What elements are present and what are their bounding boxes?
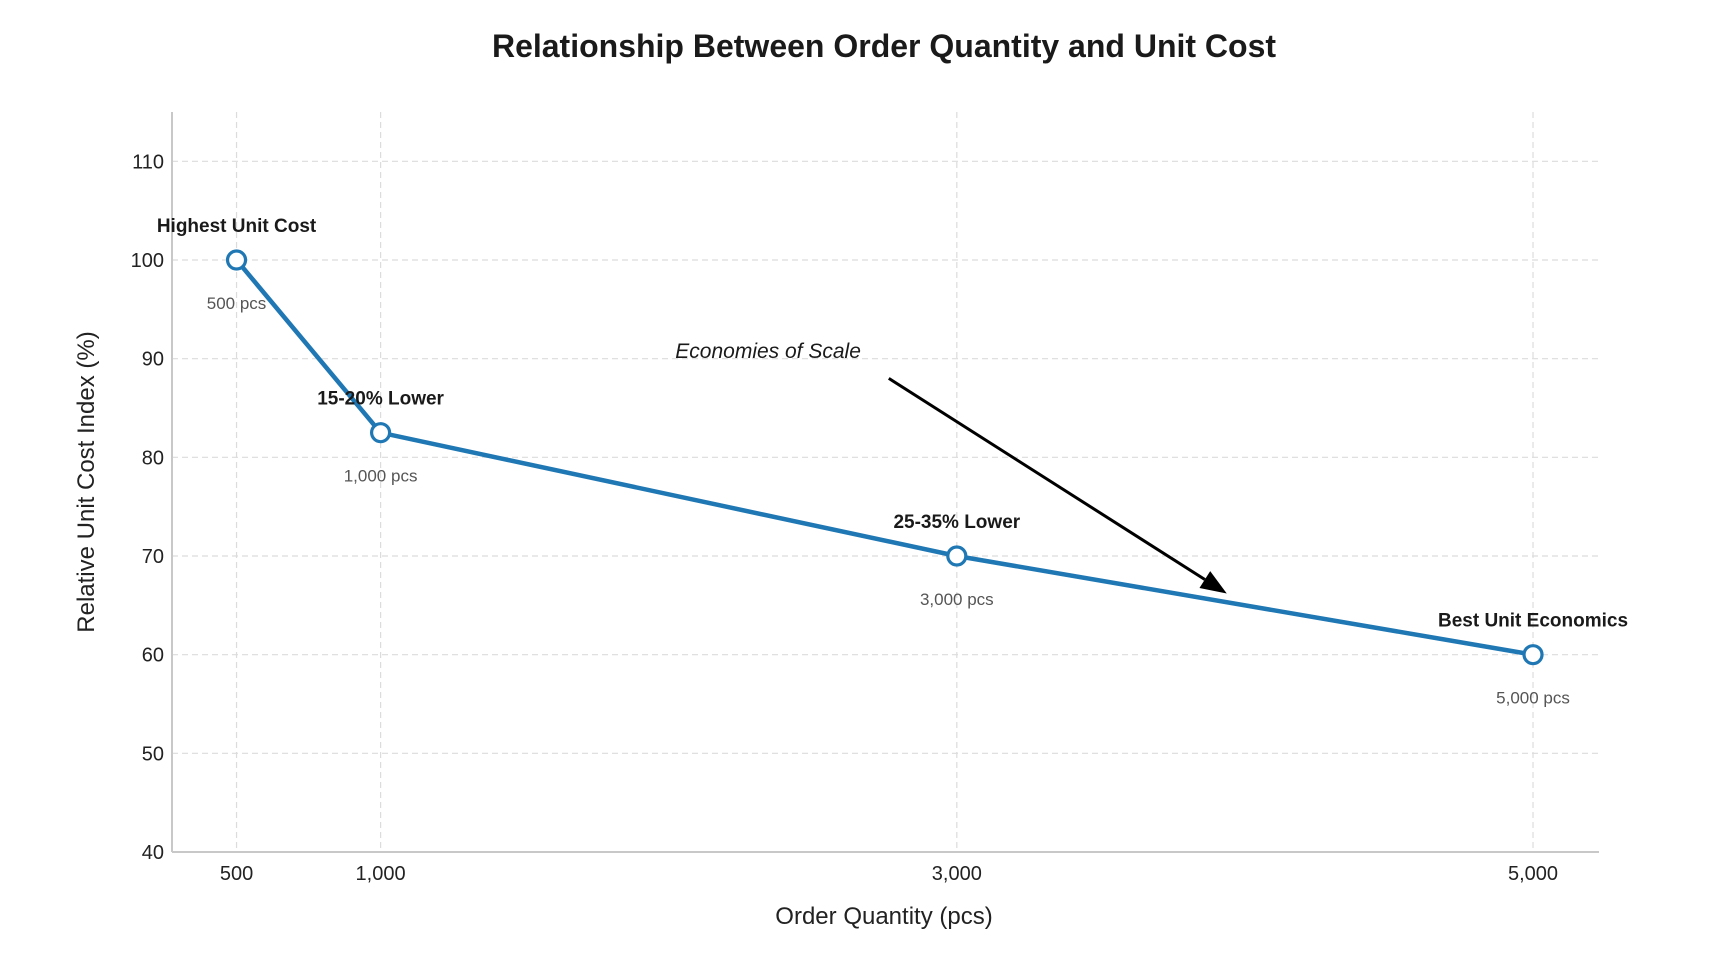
x-axis-label: Order Quantity (pcs) — [775, 903, 992, 930]
y-tick-label: 110 — [132, 151, 164, 173]
y-tick-label: 80 — [142, 447, 164, 469]
y-tick-label: 70 — [142, 546, 164, 568]
annotation-text: Economies of Scale — [675, 340, 861, 363]
y-tick-label: 40 — [142, 842, 164, 864]
point-quantity-label: 3,000 pcs — [920, 590, 994, 609]
point-quantity-label: 500 pcs — [207, 294, 267, 313]
y-tick-label: 50 — [142, 743, 164, 765]
grid — [172, 112, 1599, 852]
y-tick-label: 90 — [142, 349, 164, 371]
data-point — [225, 249, 248, 271]
x-tick-label: 500 — [220, 863, 253, 885]
data-point — [369, 422, 392, 444]
chart-title: Relationship Between Order Quantity and … — [492, 28, 1276, 64]
arrow-head — [1199, 571, 1227, 594]
series-line — [234, 258, 1534, 657]
ticks: 40 50 60 70 80 90 100 110 500 1,000 3,000 5,000 — [131, 151, 1558, 885]
series — [225, 249, 1544, 666]
y-tick-label: 60 — [142, 645, 164, 667]
y-axis-label: Relative Unit Cost Index (%) — [73, 331, 100, 632]
data-point — [1522, 644, 1544, 666]
axes — [171, 112, 1599, 853]
annotation: Economies of Scale — [675, 340, 1227, 594]
point-annotation: 25-35% Lower — [893, 512, 1020, 533]
y-tick-label: 100 — [131, 250, 164, 272]
data-point — [946, 545, 968, 567]
x-tick-label: 5,000 — [1508, 863, 1558, 885]
point-annotation: Highest Unit Cost — [157, 216, 317, 237]
point-quantity-label: 1,000 pcs — [344, 467, 418, 486]
point-quantity-label: 5,000 pcs — [1496, 689, 1570, 708]
x-tick-label: 3,000 — [932, 863, 982, 885]
point-labels: Highest Unit Cost 500 pcs 15-20% Lower 1,00… — [157, 216, 1628, 708]
arrow-line — [888, 377, 1206, 581]
x-tick-label: 1,000 — [356, 863, 406, 885]
point-annotation: 15-20% Lower — [317, 389, 444, 410]
point-annotation: Best Unit Economics — [1438, 611, 1628, 632]
